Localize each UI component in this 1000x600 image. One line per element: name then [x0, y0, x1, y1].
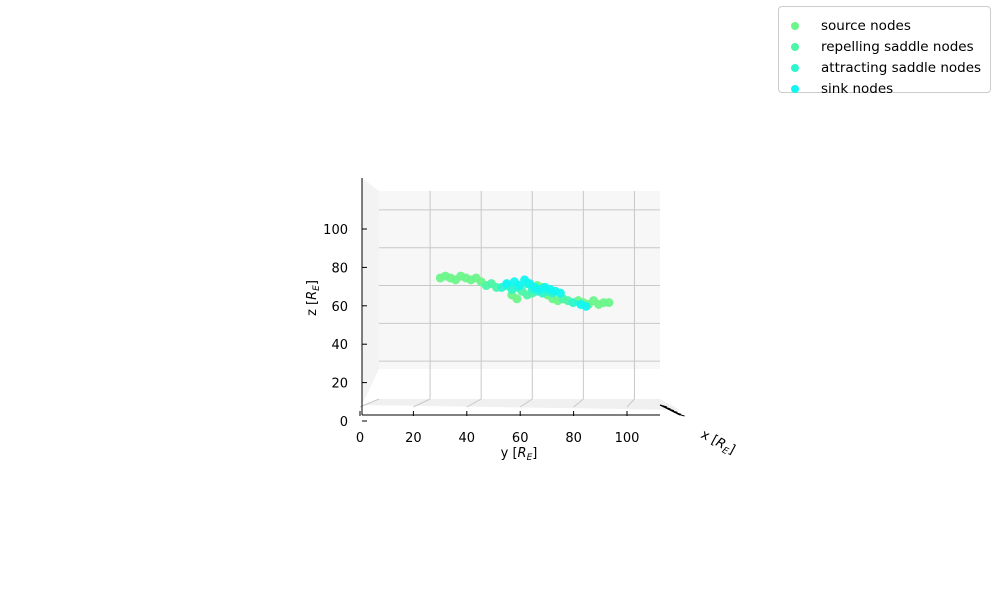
z-tick-label: 60: [331, 300, 348, 315]
floor-grid-line: [413, 398, 431, 408]
legend-item-attracting-saddle: attracting saddle nodes: [791, 59, 981, 77]
y-axis-label: y [RE]: [501, 446, 538, 463]
floor-pane: [362, 399, 680, 410]
data-points: [435, 271, 614, 311]
y-tick-label: 0: [356, 431, 364, 446]
x-axis-tick-cluster: [659, 404, 685, 417]
left-pane: [362, 178, 379, 405]
z-tick-label: 0: [340, 415, 348, 430]
scatter-point: [604, 298, 614, 308]
z-tick-label: 80: [331, 261, 348, 276]
x-axis-label: x [RE]: [697, 427, 737, 459]
legend-label: sink nodes: [821, 81, 894, 97]
y-tick-label: 100: [615, 431, 640, 446]
scatter-point: [581, 301, 591, 311]
floor-grid-line: [466, 398, 482, 408]
y-tick-label: 20: [405, 431, 422, 446]
legend-marker: [791, 85, 799, 93]
legend-label: source nodes: [821, 18, 911, 34]
x-tick-mark: [670, 409, 678, 413]
z-tick-label: 40: [331, 338, 348, 353]
z-tick-label: 20: [331, 377, 348, 392]
scatter-point: [568, 298, 578, 308]
x-tick-mark: [666, 408, 675, 412]
legend-item-source: source nodes: [791, 17, 911, 35]
z-axis-label: z [RE]: [305, 280, 322, 316]
x-tick-mark: [663, 406, 671, 410]
back-pane: [379, 191, 660, 369]
legend-label: repelling saddle nodes: [821, 39, 974, 55]
z-tick-label: 100: [323, 223, 348, 238]
legend-marker: [791, 22, 799, 30]
x-tick-mark: [673, 411, 682, 415]
y-tick-label: 40: [459, 431, 476, 446]
floor-grid-line: [573, 398, 584, 408]
x-tick-mark: [659, 404, 668, 408]
y-tick-label: 80: [565, 431, 582, 446]
floor-grid-line: [626, 398, 635, 408]
scatter-point: [555, 288, 565, 298]
legend-item-repelling-saddle: repelling saddle nodes: [791, 38, 974, 56]
legend-item-sink: sink nodes: [791, 80, 893, 98]
floor-grid-line: [519, 398, 533, 408]
scatter-point: [502, 279, 512, 289]
legend: source nodes repelling saddle nodes attr…: [778, 6, 991, 97]
floor-grid-line: [359, 398, 380, 408]
legend-marker: [791, 43, 799, 51]
y-tick-label: 60: [512, 431, 529, 446]
tick-labels: 0 20 40 60 80 100 0 20 40 60 80 100: [323, 223, 639, 446]
scatter-point: [512, 294, 522, 304]
legend-marker: [791, 64, 799, 72]
x-tick-mark: [677, 413, 685, 417]
legend-label: attracting saddle nodes: [821, 60, 982, 76]
